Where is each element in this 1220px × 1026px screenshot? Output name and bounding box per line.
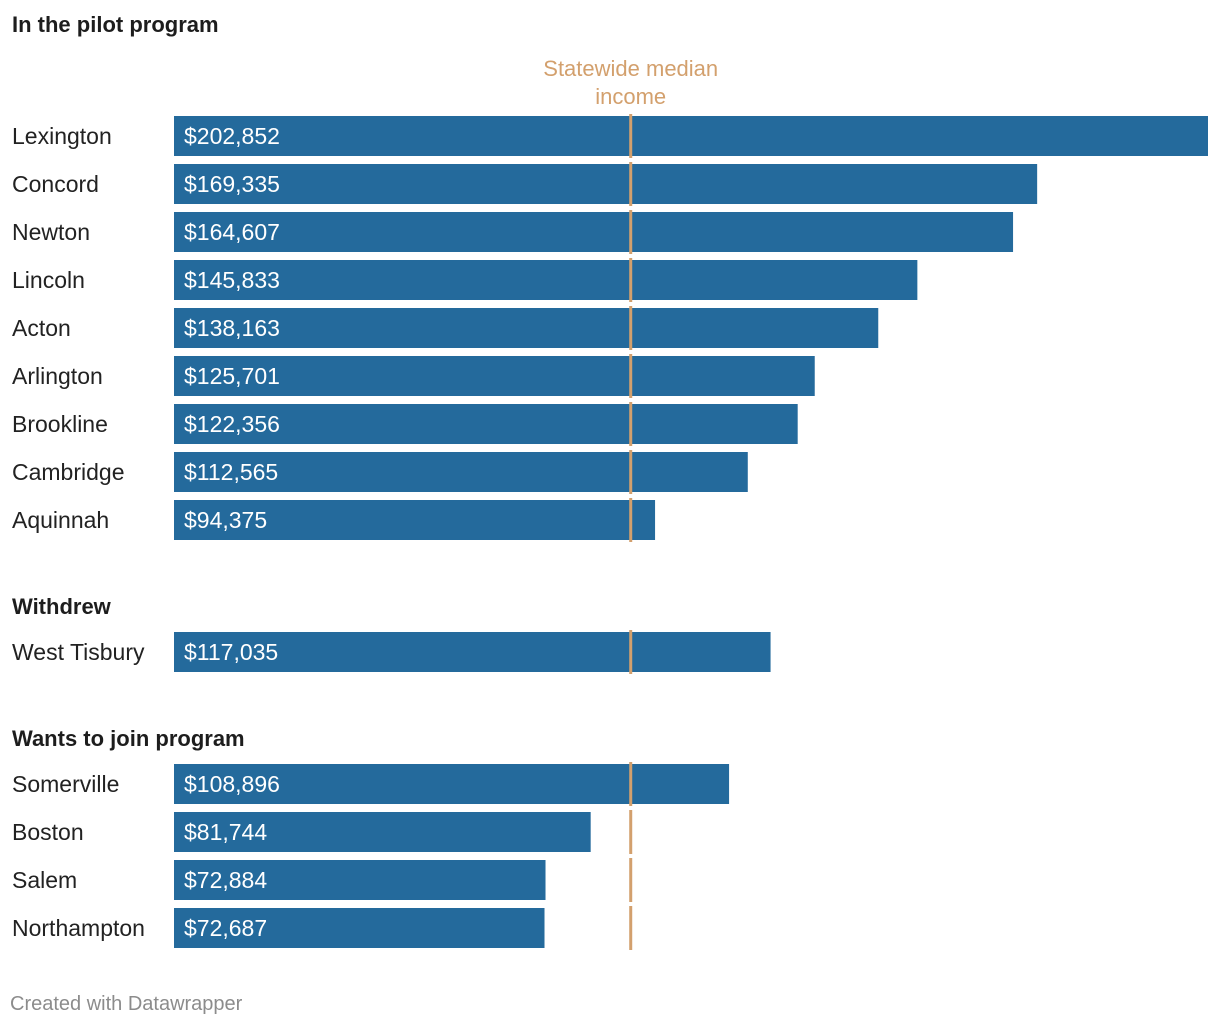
category-label: Boston (12, 819, 84, 845)
bar-somerville[interactable] (174, 764, 730, 804)
category-label: Newton (12, 219, 90, 245)
group-title: Withdrew (12, 594, 112, 619)
category-label: Somerville (12, 771, 119, 797)
bars-layer (174, 116, 1208, 948)
value-label: $94,375 (184, 507, 267, 533)
bar-lincoln[interactable] (174, 260, 918, 300)
category-label: Acton (12, 315, 71, 341)
value-label: $72,884 (184, 867, 267, 893)
bar-salem[interactable] (174, 860, 546, 900)
category-label: Salem (12, 867, 77, 893)
category-label: Arlington (12, 363, 103, 389)
bar-concord[interactable] (174, 164, 1038, 204)
category-label: Lincoln (12, 267, 85, 293)
bar-arlington[interactable] (174, 356, 815, 396)
median-label-line: Statewide median (543, 56, 718, 81)
bar-lexington[interactable] (174, 116, 1208, 156)
value-label: $122,356 (184, 411, 280, 437)
value-label: $112,565 (184, 459, 278, 485)
value-label: $81,744 (184, 819, 267, 845)
median-label-line: income (595, 84, 666, 109)
value-label: $72,687 (184, 915, 267, 941)
value-label: $108,896 (184, 771, 280, 797)
group-title: In the pilot program (12, 12, 219, 37)
category-label: Cambridge (12, 459, 125, 485)
category-label: Aquinnah (12, 507, 109, 533)
labels-layer: In the pilot program Lexington $202,852 Con… (12, 12, 718, 941)
bar-northampton[interactable] (174, 908, 545, 948)
value-label: $164,607 (184, 219, 280, 245)
value-label: $125,701 (184, 363, 280, 389)
bar-newton[interactable] (174, 212, 1014, 252)
group-title: Wants to join program (12, 726, 245, 751)
value-label: $138,163 (184, 315, 280, 341)
bar-boston[interactable] (174, 812, 591, 852)
bar-brookline[interactable] (174, 404, 798, 444)
value-label: $169,335 (184, 171, 280, 197)
category-label: Lexington (12, 123, 112, 149)
bar-acton[interactable] (174, 308, 879, 348)
bar-aquinnah[interactable] (174, 500, 656, 540)
bar-cambridge[interactable] (174, 452, 748, 492)
category-label: Brookline (12, 411, 108, 437)
value-label: $117,035 (184, 639, 278, 665)
category-label: Concord (12, 171, 99, 197)
category-label: Northampton (12, 915, 145, 941)
category-label: West Tisbury (12, 639, 145, 665)
value-label: $145,833 (184, 267, 280, 293)
value-label: $202,852 (184, 123, 280, 149)
bar-west-tisbury[interactable] (174, 632, 771, 672)
datawrapper-credit[interactable]: Created with Datawrapper (10, 993, 243, 1015)
